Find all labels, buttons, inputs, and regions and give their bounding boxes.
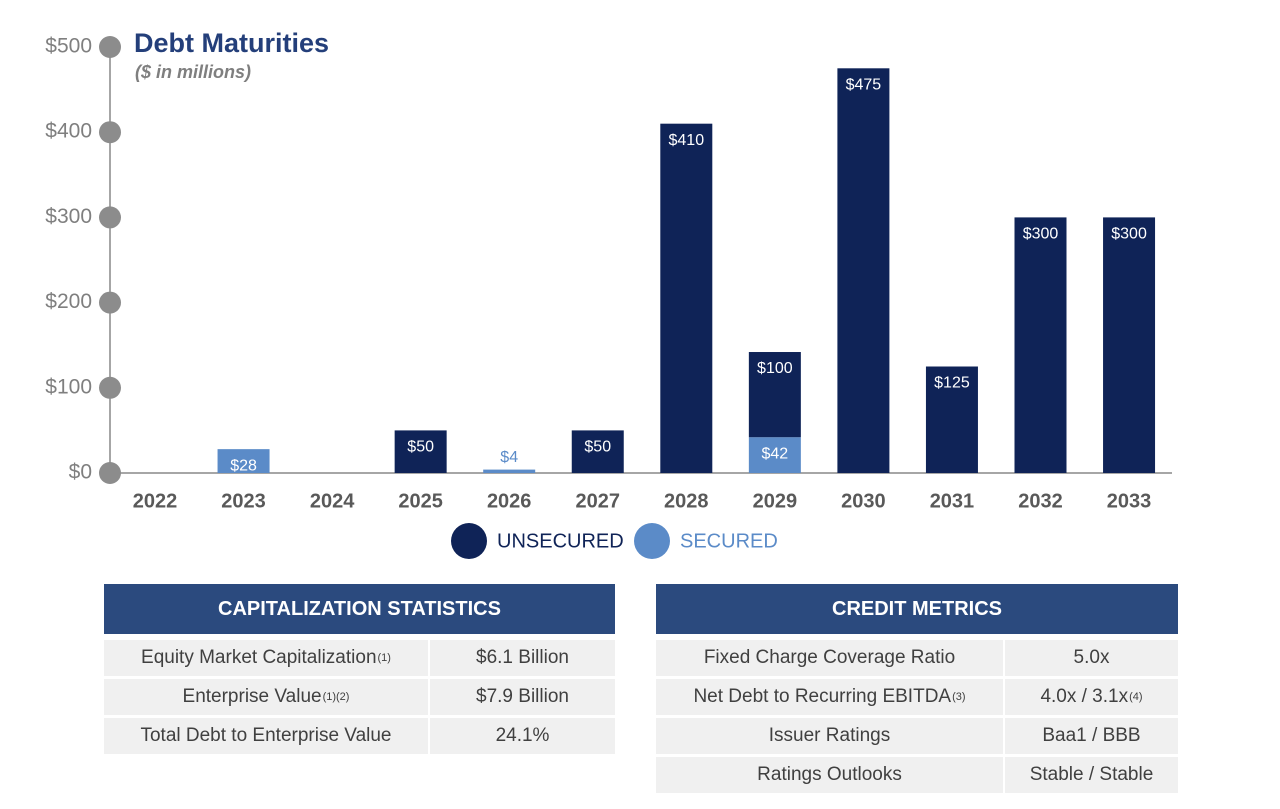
table-title: CREDIT METRICS	[832, 597, 1002, 620]
row-label: Net Debt to Recurring EBITDA	[693, 686, 952, 707]
value-label: $50	[407, 439, 434, 456]
table-cell: Issuer Ratings	[656, 718, 1003, 754]
row-value: $7.9 Billion	[476, 686, 569, 707]
x-tick-label: 2027	[576, 490, 621, 512]
bar	[483, 469, 536, 473]
x-tick-label: 2032	[1018, 490, 1063, 512]
x-tick-label: 2029	[753, 490, 798, 512]
y-tick-label: $300	[45, 205, 92, 228]
value-label: $4	[500, 449, 518, 466]
x-tick-label: 2031	[930, 490, 975, 512]
y-tick-marker	[99, 291, 121, 314]
table-cell: Equity Market Capitalization (1)	[104, 640, 428, 676]
y-tick-marker	[99, 36, 121, 58]
bar	[748, 437, 801, 473]
table-cell: $7.9 Billion	[430, 679, 615, 715]
bar	[925, 366, 978, 473]
row-label: Ratings Outlooks	[757, 764, 902, 785]
chart: Debt Maturities ($ in millions) $0 $100 $2…	[45, 28, 1172, 559]
row-label: Total Debt to Enterprise Value	[140, 725, 392, 746]
value-label: $42	[761, 445, 788, 462]
row-value: Baa1 / BBB	[1042, 725, 1141, 746]
bar	[837, 68, 890, 474]
y-tick-label: $200	[45, 290, 92, 313]
value-label: $28	[230, 457, 257, 474]
x-tick-label: 2033	[1107, 490, 1152, 512]
bar	[394, 430, 447, 473]
value-label: $300	[1111, 226, 1147, 243]
value-label: $300	[1023, 226, 1059, 243]
y-tick-label: $0	[69, 461, 92, 484]
row-label: Equity Market Capitalization	[141, 647, 377, 668]
value-label: $100	[757, 360, 793, 377]
table-cell: Total Debt to Enterprise Value	[104, 718, 428, 754]
value-label: $125	[934, 375, 970, 392]
row-value: 4.0x / 3.1x	[1040, 686, 1129, 707]
table-header: CAPITALIZATION STATISTICS	[104, 584, 615, 634]
legend-label: UNSECURED	[497, 530, 624, 552]
row-value: Stable / Stable	[1029, 764, 1154, 785]
table-cell: 24.1%	[430, 718, 615, 754]
x-tick-label: 2028	[664, 490, 709, 512]
bar	[1014, 217, 1067, 473]
x-tick-label: 2026	[487, 490, 532, 512]
chart-subtitle: ($ in millions)	[135, 62, 251, 82]
y-tick-marker	[99, 206, 121, 229]
row-value: $6.1 Billion	[476, 647, 569, 668]
y-tick-label: $400	[45, 120, 92, 143]
row-value: 5.0x	[1073, 647, 1110, 668]
legend-swatch	[634, 523, 670, 559]
row-label: Fixed Charge Coverage Ratio	[703, 647, 956, 668]
bar	[660, 123, 713, 474]
table-cell: Fixed Charge Coverage Ratio	[656, 640, 1003, 676]
value-label: $475	[846, 77, 882, 94]
row-label: Issuer Ratings	[768, 725, 891, 746]
bar	[571, 430, 624, 473]
row-label: Enterprise Value	[182, 686, 322, 707]
table-cell: 5.0x	[1005, 640, 1178, 676]
table-header: CREDIT METRICS	[656, 584, 1178, 634]
table-cell: Ratings Outlooks	[656, 757, 1003, 793]
y-tick-label: $100	[45, 375, 92, 398]
bar	[1103, 217, 1156, 473]
table-cell: Stable / Stable	[1005, 757, 1178, 793]
x-tick-label: 2025	[398, 490, 443, 512]
bar	[748, 352, 801, 438]
x-tick-label: 2030	[841, 490, 886, 512]
legend-label: SECURED	[680, 530, 778, 552]
table-cell: Baa1 / BBB	[1005, 718, 1178, 754]
x-tick-label: 2022	[133, 490, 178, 512]
value-label: $50	[584, 439, 611, 456]
x-tick-label: 2023	[221, 490, 266, 512]
table-cell: Enterprise Value (1)(2)	[104, 679, 428, 715]
y-tick-marker	[99, 121, 121, 144]
table-cell: $6.1 Billion	[430, 640, 615, 676]
y-tick-marker	[99, 376, 121, 399]
row-value: 24.1%	[495, 725, 550, 746]
x-tick-label: 2024	[310, 490, 355, 512]
legend-swatch	[451, 523, 487, 559]
table-cell: Net Debt to Recurring EBITDA (3)	[656, 679, 1003, 715]
y-tick-label: $500	[45, 35, 92, 58]
y-tick-marker	[99, 462, 121, 484]
bar	[217, 449, 270, 473]
table-cell: 4.0x / 3.1x (4)	[1005, 679, 1178, 715]
table-title: CAPITALIZATION STATISTICS	[218, 597, 501, 620]
chart-title: Debt Maturities	[134, 28, 329, 58]
value-label: $410	[669, 132, 705, 149]
